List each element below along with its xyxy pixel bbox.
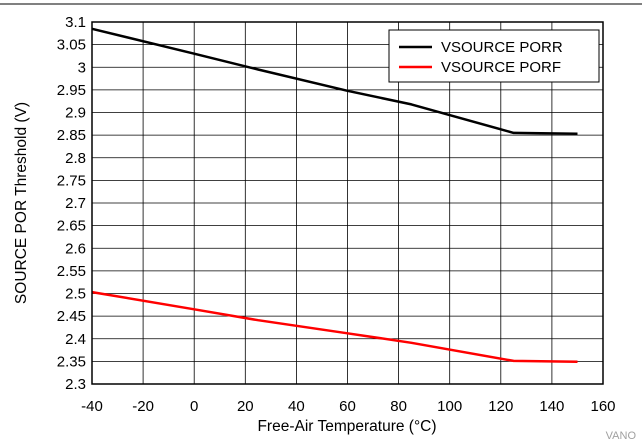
x-tick-label: 80 — [390, 398, 407, 415]
x-tick-label: 20 — [237, 398, 254, 415]
x-tick-label: 60 — [339, 398, 356, 415]
watermark: VANO — [606, 430, 637, 442]
legend: VSOURCE PORR VSOURCE PORF — [388, 29, 600, 83]
series-line-porr — [91, 27, 578, 136]
y-tick-label: 2.7 — [65, 195, 86, 212]
legend-label-porr: VSOURCE PORR — [441, 39, 563, 56]
legend-label-porf: VSOURCE PORF — [441, 59, 561, 76]
legend-box — [388, 29, 600, 83]
y-tick-label: 2.35 — [57, 353, 86, 370]
y-tick-label: 2.55 — [57, 263, 86, 280]
x-tick-label: -40 — [81, 398, 103, 415]
series-line-porf — [91, 290, 578, 364]
series-lines — [91, 27, 578, 364]
y-tick-label: 2.45 — [57, 308, 86, 325]
y-tick-label: 2.85 — [57, 127, 86, 144]
y-tick-label: 2.3 — [65, 376, 86, 393]
x-tick-label: 40 — [288, 398, 305, 415]
y-axis-title: SOURCE POR Threshold (V) — [13, 102, 30, 304]
y-tick-label: 2.5 — [65, 286, 86, 303]
x-tick-label: 140 — [539, 398, 564, 415]
y-tick-label: 2.8 — [65, 150, 86, 167]
y-tick-label: 2.4 — [65, 331, 86, 348]
x-axis-title: Free-Air Temperature (°C) — [257, 418, 436, 435]
y-tick-labels: 3.1 3.05 3 2.95 2.9 2.85 2.8 2.75 2.7 2.65 2.6 2.55… — [57, 14, 86, 393]
x-tick-label: 160 — [590, 398, 615, 415]
x-tick-label: -20 — [132, 398, 154, 415]
y-tick-label: 3 — [78, 59, 86, 76]
y-tick-label: 3.05 — [57, 37, 86, 54]
y-tick-label: 2.6 — [65, 240, 86, 257]
x-tick-label: 0 — [190, 398, 198, 415]
y-tick-label: 2.9 — [65, 105, 86, 122]
x-tick-label: 100 — [437, 398, 462, 415]
plot-frame — [91, 21, 604, 385]
y-tick-label: 2.75 — [57, 172, 86, 189]
x-tick-label: 120 — [488, 398, 513, 415]
y-tick-label: 2.65 — [57, 218, 86, 235]
y-tick-label: 3.1 — [65, 14, 86, 31]
y-tick-label: 2.95 — [57, 82, 86, 99]
x-tick-labels: -40 -20 0 20 40 60 80 100 120 140 160 — [81, 398, 615, 415]
